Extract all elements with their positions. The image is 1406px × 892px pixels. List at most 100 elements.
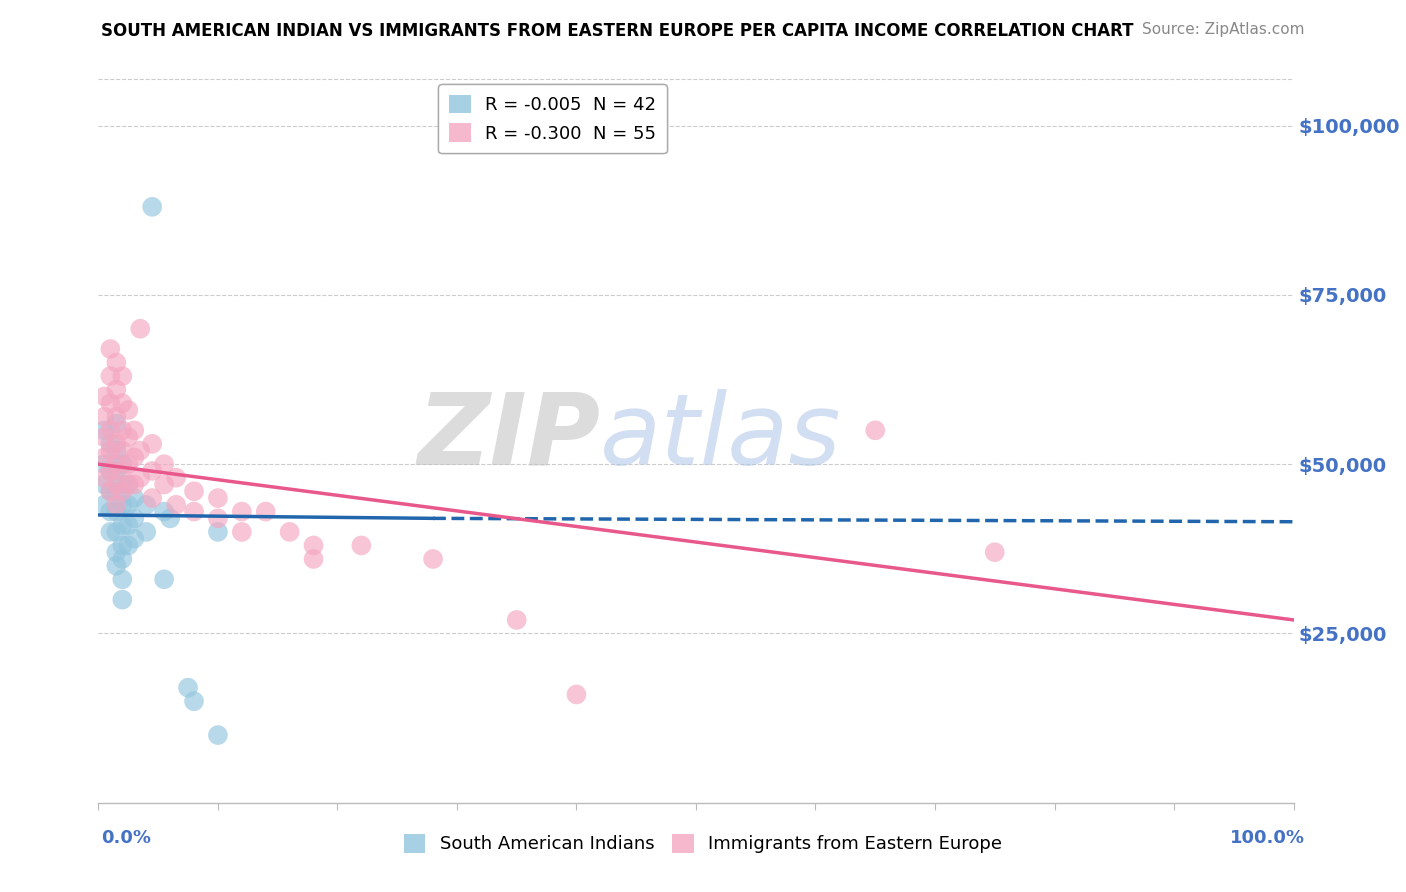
Point	[141, 464, 163, 478]
Point	[165, 471, 187, 485]
Point	[141, 200, 163, 214]
Point	[93, 450, 115, 465]
Point	[93, 457, 115, 471]
Point	[135, 524, 157, 539]
Point	[153, 477, 176, 491]
Point	[98, 484, 122, 499]
Point	[105, 545, 128, 559]
Point	[111, 369, 134, 384]
Point	[105, 484, 128, 499]
Point	[111, 396, 134, 410]
Point	[153, 505, 176, 519]
Point	[183, 484, 205, 499]
Point	[93, 423, 115, 437]
Point	[111, 443, 134, 458]
Point	[111, 572, 134, 586]
Point	[105, 417, 128, 431]
Point	[98, 423, 122, 437]
Point	[177, 681, 200, 695]
Point	[350, 538, 373, 552]
Point	[105, 464, 128, 478]
Point	[105, 524, 128, 539]
Point	[183, 694, 205, 708]
Point	[111, 552, 134, 566]
Point	[422, 552, 444, 566]
Point	[153, 457, 176, 471]
Point	[141, 437, 163, 451]
Point	[153, 572, 176, 586]
Point	[98, 505, 122, 519]
Legend: R = -0.005  N = 42, R = -0.300  N = 55: R = -0.005 N = 42, R = -0.300 N = 55	[439, 84, 666, 153]
Point	[111, 423, 134, 437]
Point	[117, 403, 139, 417]
Point	[129, 322, 152, 336]
Point	[254, 505, 277, 519]
Point	[98, 484, 122, 499]
Point	[98, 524, 122, 539]
Point	[117, 457, 139, 471]
Point	[93, 477, 115, 491]
Point	[231, 524, 253, 539]
Point	[984, 545, 1007, 559]
Point	[105, 437, 128, 451]
Point	[93, 409, 115, 424]
Point	[111, 518, 134, 533]
Point	[105, 558, 128, 573]
Point	[111, 484, 134, 499]
Point	[105, 457, 128, 471]
Point	[105, 409, 128, 424]
Point	[98, 342, 122, 356]
Point	[124, 511, 146, 525]
Point	[117, 430, 139, 444]
Point	[98, 369, 122, 384]
Point	[98, 443, 122, 458]
Point	[207, 524, 229, 539]
Point	[117, 518, 139, 533]
Point	[506, 613, 529, 627]
Point	[165, 498, 187, 512]
Point	[117, 477, 139, 491]
Point	[129, 443, 152, 458]
Point	[105, 383, 128, 397]
Point	[865, 423, 887, 437]
Point	[98, 464, 122, 478]
Point	[302, 552, 325, 566]
Point	[565, 688, 588, 702]
Point	[141, 491, 163, 505]
Text: SOUTH AMERICAN INDIAN VS IMMIGRANTS FROM EASTERN EUROPE PER CAPITA INCOME CORREL: SOUTH AMERICAN INDIAN VS IMMIGRANTS FROM…	[101, 22, 1133, 40]
Point	[207, 511, 229, 525]
Point	[135, 498, 157, 512]
Point	[111, 592, 134, 607]
Legend: South American Indians, Immigrants from Eastern Europe: South American Indians, Immigrants from …	[396, 827, 1010, 861]
Point	[278, 524, 301, 539]
Point	[207, 728, 229, 742]
Point	[111, 538, 134, 552]
Point	[98, 437, 122, 451]
Text: 0.0%: 0.0%	[101, 829, 152, 847]
Point	[105, 477, 128, 491]
Point	[98, 396, 122, 410]
Point	[124, 532, 146, 546]
Point	[105, 355, 128, 369]
Point	[302, 538, 325, 552]
Point	[117, 498, 139, 512]
Point	[207, 491, 229, 505]
Point	[183, 505, 205, 519]
Point	[129, 471, 152, 485]
Point	[105, 498, 128, 512]
Text: 100.0%: 100.0%	[1230, 829, 1305, 847]
Point	[93, 471, 115, 485]
Point	[124, 423, 146, 437]
Point	[98, 464, 122, 478]
Point	[111, 457, 134, 471]
Point	[111, 498, 134, 512]
Point	[105, 505, 128, 519]
Text: ZIP: ZIP	[418, 389, 600, 485]
Text: atlas: atlas	[600, 389, 842, 485]
Point	[93, 430, 115, 444]
Point	[159, 511, 181, 525]
Point	[105, 443, 128, 458]
Point	[111, 477, 134, 491]
Text: Source: ZipAtlas.com: Source: ZipAtlas.com	[1142, 22, 1305, 37]
Point	[124, 477, 146, 491]
